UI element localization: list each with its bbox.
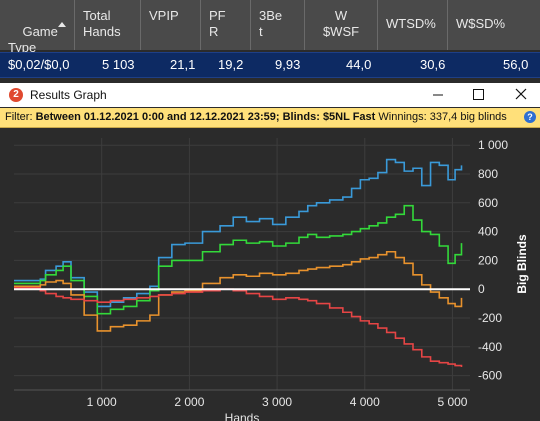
minimize-button[interactable] — [418, 83, 458, 107]
column-header-wtsd[interactable]: WTSD% — [378, 0, 448, 50]
cell-pfr: 19,2 — [218, 57, 244, 72]
series-line-1 — [14, 204, 463, 315]
app-logo-icon: 2 — [9, 88, 23, 102]
winnings-text: Winnings: 337,4 big blinds — [378, 111, 507, 123]
column-header-game-type[interactable]: Game Type — [0, 0, 75, 55]
filter-label: Filter: — [5, 111, 33, 123]
y-tick-label: -400 — [478, 340, 502, 354]
results-graph-window: 2 Results Graph Filter: Between 01.12.20… — [0, 83, 540, 421]
filter-summary: Filter: Between 01.12.2021 0:00 and 12.1… — [5, 108, 507, 127]
help-icon[interactable]: ? — [524, 111, 536, 123]
y-axis-label: Big Blinds — [515, 234, 529, 294]
y-tick-label: -200 — [478, 311, 502, 325]
x-tick-label: 1 000 — [87, 395, 117, 409]
series-line-0 — [14, 158, 463, 308]
close-icon — [515, 88, 527, 100]
column-header-total-hands[interactable]: Total Hands — [75, 0, 141, 50]
cell-game-type: $0,02/$0,0 — [8, 57, 70, 72]
column-header-vpip[interactable]: VPIP — [141, 0, 201, 50]
sort-ascending-icon[interactable] — [58, 22, 66, 27]
table-row[interactable]: $0,02/$0,0 5 103 21,1 19,2 9,93 44,0 30,… — [0, 52, 540, 78]
column-header-label: Game Type — [8, 24, 58, 55]
y-tick-label: 800 — [478, 167, 498, 181]
maximize-button[interactable] — [458, 83, 498, 107]
filter-bar: Filter: Between 01.12.2021 0:00 and 12.1… — [0, 108, 540, 128]
column-header-wwsf[interactable]: W $WSF — [305, 0, 378, 50]
column-header-3bet[interactable]: 3Be t — [251, 0, 305, 50]
x-tick-label: 2 000 — [174, 395, 204, 409]
x-tick-label: 3 000 — [262, 395, 292, 409]
maximize-icon — [473, 89, 484, 100]
window-title: Results Graph — [30, 88, 107, 102]
cell-wtsd: 30,6 — [420, 57, 446, 72]
results-chart: 1 000 2 000 3 000 4 000 5 000 1 000 800 600 400 2… — [14, 138, 529, 421]
cell-wwsf: 44,0 — [346, 57, 372, 72]
filter-text: Between 01.12.2021 0:00 and 12.12.2021 2… — [35, 111, 376, 123]
series-line-2 — [14, 250, 463, 332]
stats-table-header: Game Type Total Hands VPIP PF R 3Be t W … — [0, 0, 540, 55]
x-axis-label: Hands — [225, 411, 260, 421]
y-tick-label: 0 — [478, 282, 485, 296]
series-line-3 — [14, 286, 463, 367]
y-tick-label: 200 — [478, 253, 498, 267]
x-tick-label: 4 000 — [350, 395, 380, 409]
column-header-pfr[interactable]: PF R — [201, 0, 251, 50]
cell-total-hands: 5 103 — [102, 57, 135, 72]
window-titlebar[interactable]: 2 Results Graph — [0, 83, 540, 107]
minimize-icon — [433, 94, 443, 96]
cell-wsd: 56,0 — [503, 57, 529, 72]
y-tick-label: 400 — [478, 225, 498, 239]
column-header-wsd[interactable]: W$SD% — [456, 16, 506, 31]
y-tick-label: 1 000 — [478, 138, 508, 152]
y-tick-label: -600 — [478, 369, 502, 383]
x-tick-label: 5 000 — [437, 395, 467, 409]
cell-3bet: 9,93 — [275, 57, 301, 72]
cell-vpip: 21,1 — [170, 57, 196, 72]
y-tick-label: 600 — [478, 196, 498, 210]
close-button[interactable] — [500, 83, 540, 107]
